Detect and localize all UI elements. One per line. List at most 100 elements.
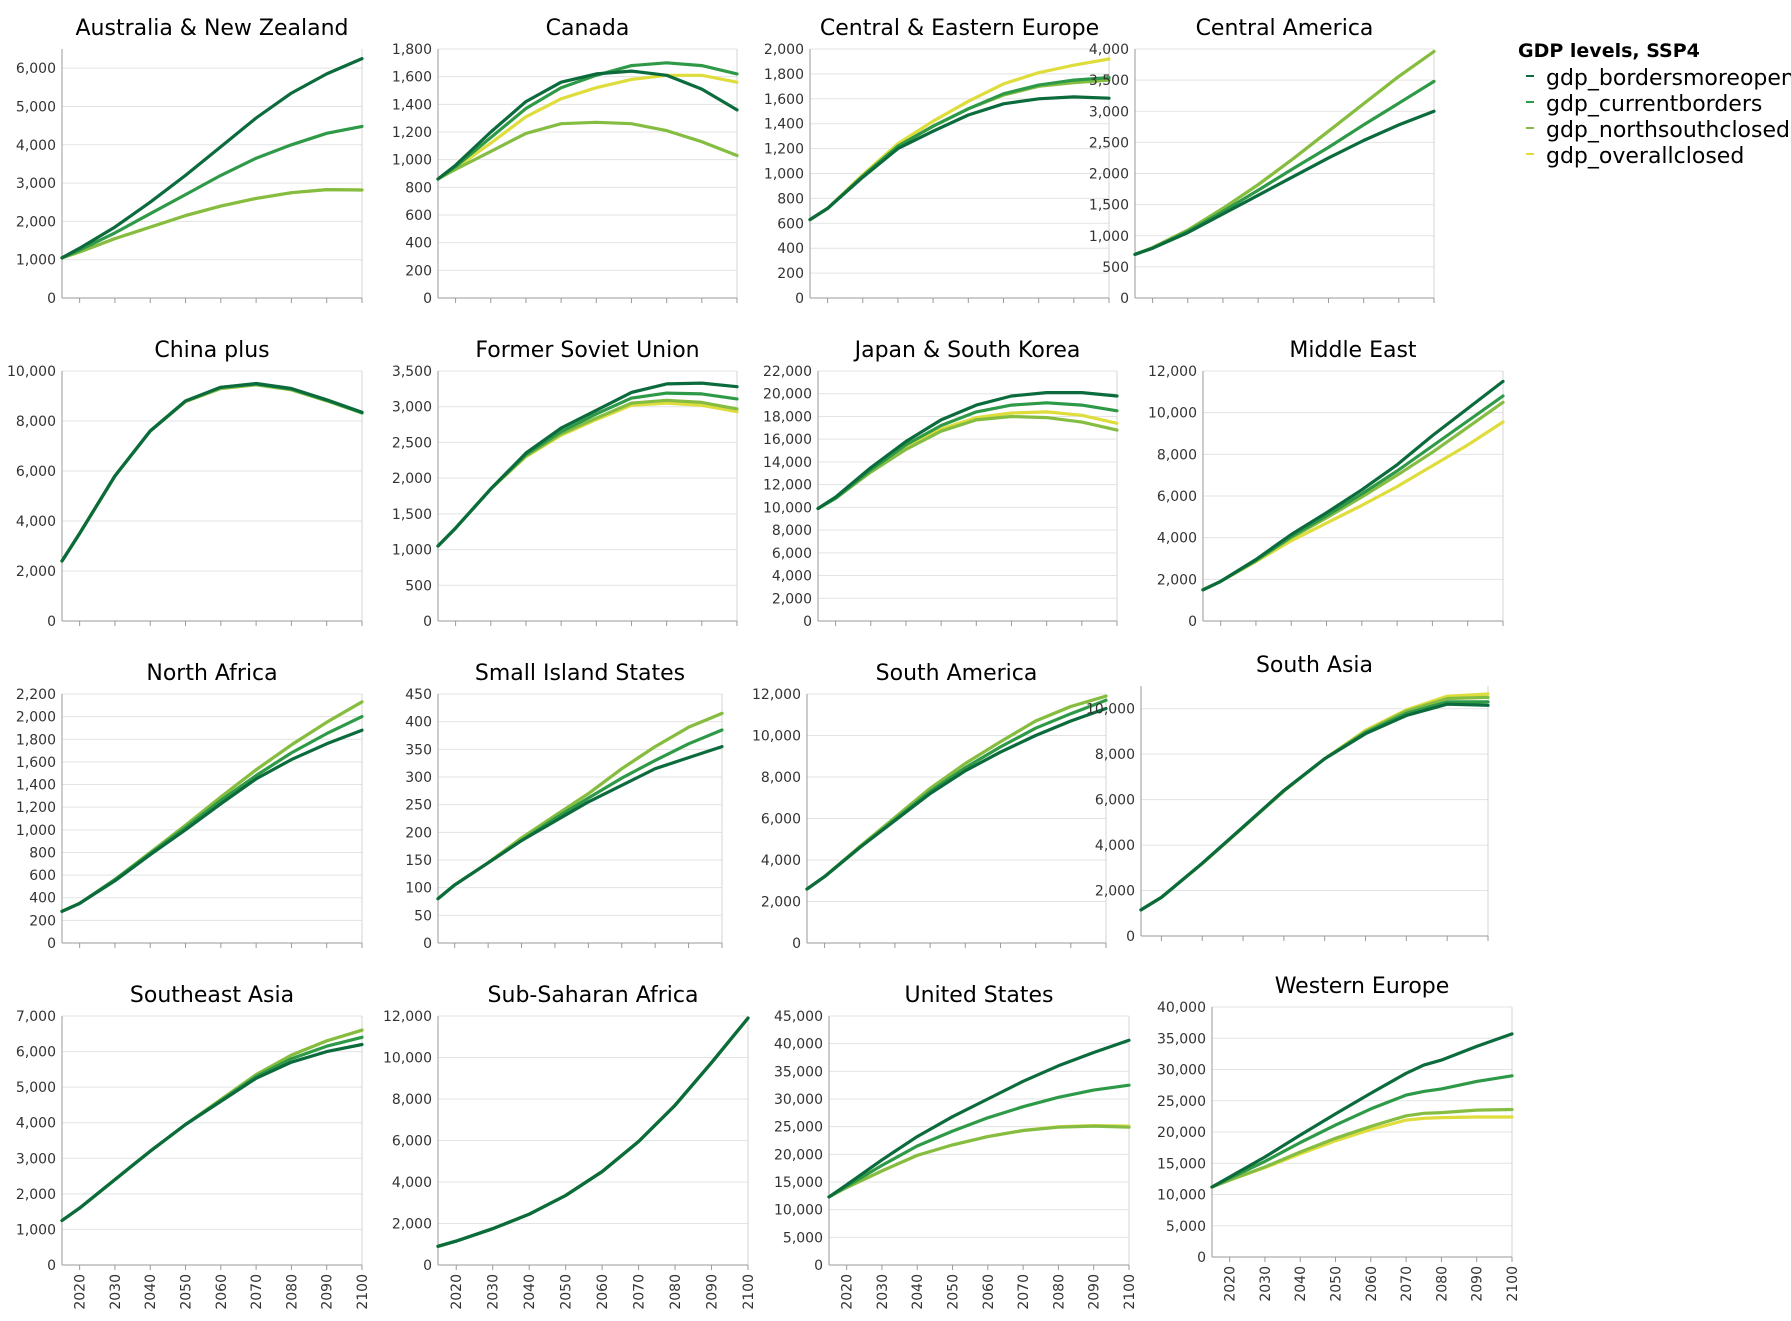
y-tick-label: 20,000 [763, 387, 812, 403]
series-line-gdp_northsouthclosed [816, 414, 1119, 511]
y-tick-label: 0 [803, 614, 812, 630]
y-tick-label: 6,000 [16, 61, 56, 77]
panel-title: Central & Eastern Europe [820, 16, 1099, 41]
y-tick-label: 600 [777, 216, 804, 232]
y-tick-label: 1,600 [764, 92, 804, 108]
series-line-gdp_currentborders [436, 728, 724, 901]
y-tick-label: 4,000 [1095, 838, 1135, 854]
y-tick-label: 20,000 [1157, 1125, 1206, 1141]
x-tick-label: 2100 [1505, 1266, 1521, 1302]
x-tick-label: 2070 [1399, 1266, 1415, 1302]
y-tick-label: 7,000 [16, 1009, 56, 1025]
x-tick-label: 2030 [875, 1274, 891, 1310]
y-tick-label: 1,200 [764, 142, 804, 158]
y-tick-label: 1,400 [16, 778, 56, 794]
y-tick-label: 2,000 [1095, 884, 1135, 900]
y-tick-label: 0 [423, 291, 432, 307]
legend-swatch-overallclosed [1526, 153, 1534, 155]
y-tick-label: 10,000 [1157, 1188, 1206, 1204]
y-tick-label: 400 [777, 241, 804, 257]
y-tick-label: 40,000 [1157, 1000, 1206, 1016]
y-tick-label: 400 [405, 715, 432, 731]
y-tick-label: 50 [414, 908, 432, 924]
chart-panel: 0 2,000 4,000 6,000 8,000 10,000 12,000 2020 203… [383, 983, 757, 1310]
y-tick-label: 1,200 [16, 800, 56, 816]
y-tick-label: 35,000 [774, 1064, 823, 1080]
series-line-gdp_currentborders [1210, 1074, 1514, 1189]
y-tick-label: 3,000 [392, 400, 432, 416]
y-tick-label: 0 [423, 614, 432, 630]
x-tick-label: 2050 [179, 1274, 195, 1310]
y-tick-label: 10,000 [1148, 406, 1197, 422]
y-tick-label: 1,800 [764, 67, 804, 83]
y-tick-label: 20,000 [774, 1147, 823, 1163]
series-line-gdp_overallclosed [1139, 692, 1490, 912]
y-tick-label: 4,000 [772, 569, 812, 585]
y-tick-label: 10,000 [774, 1203, 823, 1219]
y-tick-label: 0 [423, 936, 432, 952]
y-tick-label: 1,600 [392, 70, 432, 86]
series-line-gdp_bordersmoreopen [60, 381, 364, 563]
y-tick-label: 2,000 [392, 1217, 432, 1233]
x-tick-label: 2040 [143, 1274, 159, 1310]
x-tick-label: 2080 [1434, 1266, 1450, 1302]
x-tick-label: 2050 [1329, 1266, 1345, 1302]
y-tick-label: 1,800 [392, 42, 432, 58]
x-tick-label: 2060 [214, 1274, 230, 1310]
chart-panel: 0 1,000 2,000 3,000 4,000 5,000 6,000 7,000 2020… [16, 983, 371, 1310]
series-line-gdp_overallclosed [60, 1028, 364, 1223]
y-tick-label: 25,000 [774, 1120, 823, 1136]
series-line-gdp_northsouthclosed [1139, 695, 1490, 912]
x-tick-label: 2090 [1470, 1266, 1486, 1302]
y-tick-label: 200 [777, 266, 804, 282]
series-line-gdp_bordersmoreopen [1133, 109, 1436, 256]
x-tick-label: 2070 [249, 1274, 265, 1310]
panel-title: Western Europe [1275, 974, 1450, 999]
y-tick-label: 45,000 [774, 1009, 823, 1025]
series-line-gdp_bordersmoreopen [436, 1016, 750, 1248]
series-line-gdp_northsouthclosed [436, 398, 739, 548]
legend-swatch-bordersmoreopen [1526, 75, 1534, 77]
chart-panel: 0 2,000 4,000 6,000 8,000 10,000 China plus [7, 338, 364, 630]
y-tick-label: 4,000 [16, 138, 56, 154]
series-line-gdp_northsouthclosed [60, 188, 364, 260]
x-tick-label: 2020 [449, 1274, 465, 1310]
y-tick-label: 200 [405, 825, 432, 841]
y-tick-label: 15,000 [1157, 1156, 1206, 1172]
series-line-gdp_bordersmoreopen [1139, 702, 1490, 912]
series-line-gdp_overallclosed [436, 73, 739, 181]
y-tick-label: 200 [405, 263, 432, 279]
y-tick-label: 16,000 [763, 432, 812, 448]
y-tick-label: 0 [1120, 291, 1129, 307]
y-tick-label: 300 [405, 770, 432, 786]
y-tick-label: 0 [47, 614, 56, 630]
y-tick-label: 6,000 [16, 464, 56, 480]
series-line-gdp_bordersmoreopen [436, 744, 724, 901]
y-tick-label: 3,500 [1089, 73, 1129, 89]
series-line-gdp_currentborders [827, 1083, 1131, 1199]
y-tick-label: 12,000 [383, 1009, 432, 1025]
x-tick-label: 2020 [840, 1274, 856, 1310]
chart-panel: 0 500 1,000 1,500 2,000 2,500 3,000 3,500 Former… [392, 338, 739, 630]
series-line-gdp_currentborders [436, 1016, 750, 1248]
y-tick-label: 40,000 [774, 1037, 823, 1053]
x-tick-label: 2080 [668, 1274, 684, 1310]
y-tick-label: 35,000 [1157, 1031, 1206, 1047]
y-tick-label: 1,400 [392, 97, 432, 113]
y-tick-label: 6,000 [1157, 489, 1197, 505]
series-line-gdp_northsouthclosed [1210, 1107, 1514, 1189]
chart-legend: GDP levels, SSP4 gdp_bordersmoreopen gdp… [1518, 40, 1791, 170]
y-tick-label: 10,000 [7, 364, 56, 380]
series-line-gdp_currentborders [1139, 700, 1490, 912]
series-line-gdp_northsouthclosed [1133, 49, 1436, 256]
panel-title: Middle East [1289, 338, 1417, 363]
y-tick-label: 5,000 [16, 1080, 56, 1096]
y-tick-label: 10,000 [383, 1051, 432, 1067]
y-tick-label: 1,500 [392, 507, 432, 523]
y-tick-label: 2,000 [772, 591, 812, 607]
series-line-gdp_bordersmoreopen [436, 69, 739, 181]
x-tick-label: 2060 [595, 1274, 611, 1310]
panel-title: Former Soviet Union [475, 338, 699, 363]
y-tick-label: 14,000 [763, 455, 812, 471]
y-tick-label: 800 [29, 845, 56, 861]
